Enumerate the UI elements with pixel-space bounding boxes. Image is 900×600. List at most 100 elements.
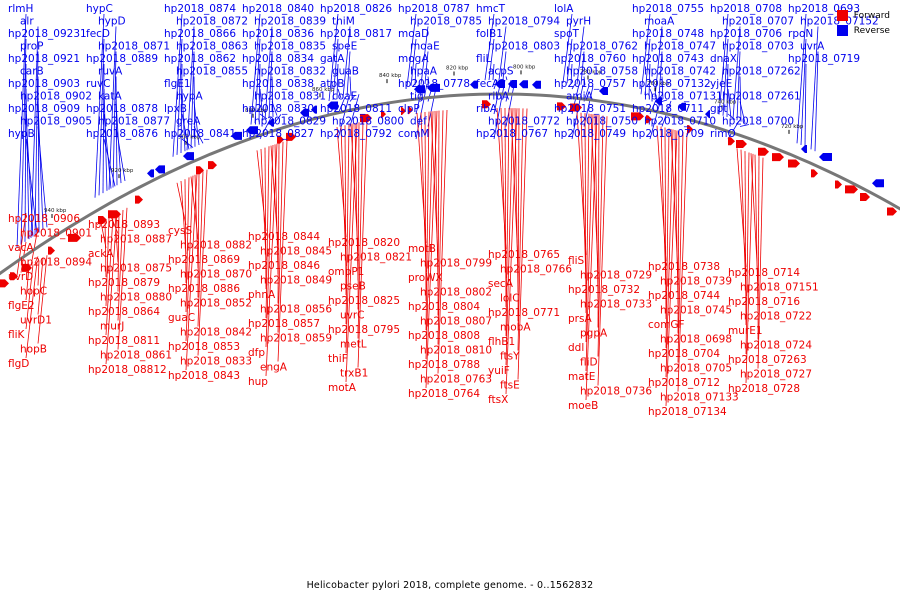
reverse-gene-arrow [246, 126, 258, 135]
reverse-gene-label: hp2018_0757 [554, 78, 626, 90]
leader-line [186, 26, 195, 151]
leader-line [517, 108, 528, 380]
tick-label: 740 kbp [714, 99, 737, 105]
reverse-swatch [836, 25, 848, 36]
leader-line [677, 133, 688, 392]
reverse-gene-label: moaE [410, 41, 440, 53]
reverse-gene-label: hp2018_0903 [8, 78, 80, 90]
reverse-gene-label: hp2018_0742 [644, 66, 716, 78]
reverse-gene-label: hp2018_0902 [20, 91, 92, 103]
reverse-gene-arrow [327, 101, 338, 110]
forward-gene-label: hp2018_0857 [248, 318, 320, 330]
leader-line [193, 101, 200, 146]
leader-line [110, 216, 119, 234]
forward-gene-label: thiF [328, 353, 348, 365]
reverse-gene-label: spoT [554, 28, 580, 40]
tick-label: 800 kbp [513, 64, 536, 70]
forward-gene-arrow [887, 207, 897, 216]
leader-line [197, 169, 208, 356]
tick-label: 780 kbp [580, 70, 603, 76]
forward-gene-label: hp2018_0844 [248, 231, 320, 243]
forward-gene-label: comGF [648, 319, 685, 331]
reverse-gene-label: hp2018_0836 [242, 28, 314, 40]
reverse-gene-label: tig [410, 91, 424, 103]
leader-line [265, 146, 270, 319]
forward-gene-label: hp2018_0843 [168, 370, 240, 382]
forward-gene-label: ftsX [488, 394, 508, 406]
leader-line [20, 38, 27, 245]
reverse-gene-label: hp2018_0872 [176, 16, 248, 28]
forward-gene-label: yuiF [488, 365, 510, 377]
forward-gene-label: lolC [500, 293, 520, 305]
forward-gene-label: hp2018_0765 [488, 249, 560, 261]
leader-line [665, 130, 678, 407]
reverse-gene-label: yjeE [710, 78, 732, 90]
reverse-gene-label: proP [20, 41, 44, 53]
leader-line [585, 114, 594, 372]
forward-gene-arrow [48, 246, 55, 255]
forward-gene-label: hp2018_0736 [580, 386, 652, 398]
forward-gene-label: hp2018_0879 [88, 277, 160, 289]
leader-line [256, 150, 267, 232]
forward-gene-label: hp2018_0804 [408, 301, 480, 313]
reverse-gene-label: hp2018_0831 [254, 91, 326, 103]
forward-gene-label: hp2018_0846 [248, 260, 320, 272]
leader-line [757, 156, 760, 340]
reverse-gene-arrow [414, 85, 425, 94]
reverse-gene-label: rpoN [788, 28, 813, 40]
leader-line [597, 115, 604, 357]
forward-gene-label: hp2018_0716 [728, 296, 800, 308]
genome-backbone [0, 92, 900, 276]
leader-line [585, 113, 590, 343]
leader-line [640, 13, 651, 95]
tick-label: 720 kbp [781, 124, 804, 130]
forward-gene-label: hp2018_0870 [180, 269, 252, 281]
leader-line [425, 111, 434, 360]
reverse-gene-label: hp2018_0778 [398, 78, 470, 90]
leader-line [172, 13, 183, 157]
leader-line [271, 76, 274, 117]
reverse-gene-arrow [872, 179, 884, 188]
leader-line [583, 76, 586, 86]
forward-gene-label: hp2018_0906 [8, 213, 80, 225]
leader-line [344, 125, 347, 296]
leader-line [754, 154, 759, 311]
leader-line [722, 38, 729, 116]
reverse-gene-label: hp2018_0905 [20, 116, 92, 128]
leader-line [757, 157, 764, 369]
forward-gene-label: hp2018_0901 [20, 228, 92, 240]
reverse-gene-label: hp2018_0700 [722, 116, 794, 128]
forward-gene-label: hopC [20, 286, 47, 298]
leader-line [427, 76, 430, 84]
leader-line [597, 115, 600, 328]
forward-gene-label: hp2018_0729 [580, 270, 652, 282]
forward-gene-label: hp2018_0745 [660, 305, 732, 317]
reverse-gene-arrow [427, 83, 440, 92]
leader-line [410, 38, 417, 86]
leader-line [185, 175, 194, 342]
forward-gene-label: hp2018_0704 [648, 348, 720, 360]
tick-label: 880 kbp [245, 108, 268, 114]
reverse-gene-label: hp2018_07261 [722, 91, 801, 103]
leader-line [424, 112, 427, 302]
forward-gene-label: uvrD1 [20, 315, 52, 327]
leader-line [197, 173, 200, 298]
leader-line [184, 179, 187, 284]
forward-gene-label: fliD [580, 357, 598, 369]
forward-gene-label: hp2018_0852 [180, 298, 252, 310]
reverse-gene-label: hp2018_0751 [554, 103, 626, 115]
leader-line [583, 86, 594, 127]
leader-line [265, 143, 278, 377]
reverse-gene-label: hp2018_0747 [644, 41, 716, 53]
leader-line [420, 112, 427, 273]
leader-line [258, 63, 261, 122]
leader-line [677, 132, 684, 363]
reverse-gene-label: hypC [86, 3, 113, 15]
forward-gene-label: ompP1 [328, 266, 364, 278]
reverse-gene-label: hp2018_0826 [320, 3, 392, 15]
reverse-gene-arrow [519, 80, 528, 89]
reverse-gene-label: hp2018_0838 [242, 78, 314, 90]
reverse-gene-label: hp2018_0832 [254, 66, 326, 78]
forward-gene-label: hp2018_0771 [488, 307, 560, 319]
